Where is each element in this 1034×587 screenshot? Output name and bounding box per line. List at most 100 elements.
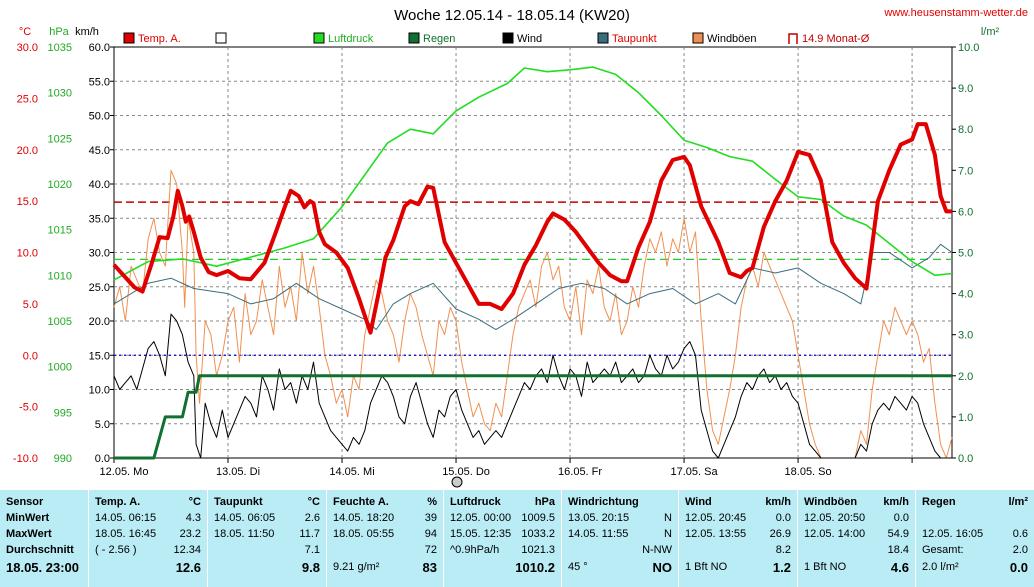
stats-cell: Durchschnitt xyxy=(6,544,74,556)
stats-cell: ( - 2.56 ) xyxy=(95,544,137,556)
stats-cell: 72 xyxy=(424,544,437,556)
series-line-taupunkt xyxy=(113,243,953,331)
tick-label: 20.0 xyxy=(89,316,110,328)
stats-cell: 4.3 xyxy=(185,512,201,524)
tick-label: -5.0 xyxy=(19,402,38,414)
stats-cell: 2.0 xyxy=(1012,544,1028,556)
pressure-unit-label: hPa xyxy=(49,26,69,38)
stats-cell: % xyxy=(427,496,437,508)
legend-item: Luftdruck xyxy=(313,32,374,45)
tick-label: 20.0 xyxy=(17,145,38,157)
stats-column: Windböen km/h 12.05. 20:50 0.0 12.05. 14:00 5… xyxy=(797,490,915,587)
series-group xyxy=(112,66,953,460)
tick-label: 5.0 xyxy=(95,419,110,431)
stats-cell: km/h xyxy=(883,496,909,508)
tick-label: 9.0 xyxy=(958,83,973,95)
legend-swatch xyxy=(215,32,227,44)
stats-cell: 1033.2 xyxy=(521,528,555,540)
stats-column: Windrichtung 13.05. 20:15 N 14.05. 11:55 N N-… xyxy=(561,490,678,587)
legend-label: Windböen xyxy=(707,33,757,45)
tick-label: 0.0 xyxy=(95,453,110,465)
tick-label: 13.05. Di xyxy=(216,466,260,478)
tick-label: 16.05. Fr xyxy=(558,466,602,478)
stats-cell: hPa xyxy=(534,496,555,508)
stats-cell: Luftdruck xyxy=(450,496,501,508)
stats-cell: °C xyxy=(188,496,201,508)
tick-label: 25.0 xyxy=(89,282,110,294)
stats-cell: 26.9 xyxy=(769,528,791,540)
stats-cell: 12.05. 20:50 xyxy=(804,512,866,524)
tick-label: 10.0 xyxy=(958,42,979,54)
stats-column: Taupunkt °C 14.05. 06:05 2.6 18.05. 11:50 11.… xyxy=(207,490,326,587)
tick-label: 55.0 xyxy=(89,76,110,88)
legend-item xyxy=(215,32,227,44)
website-label[interactable]: www.heusenstamm-wetter.de xyxy=(883,7,1028,19)
tick-label: 30.0 xyxy=(89,248,110,260)
stats-cell: 9.21 g/m² xyxy=(333,561,380,573)
stats-column: Feuchte A.% 14.05. 18:20 39 18.05. 05:55 94 7… xyxy=(326,490,443,587)
stats-cell: 12.6 xyxy=(175,560,201,575)
stats-cell: NO xyxy=(652,560,673,575)
tick-label: 8.0 xyxy=(958,124,973,136)
stats-cell: 45 ° xyxy=(568,561,588,573)
legend-swatch xyxy=(408,32,420,44)
stats-cell: 54.9 xyxy=(887,528,909,540)
stats-cell: 9.8 xyxy=(301,560,320,575)
stats-column: Wind km/h 12.05. 20:45 0.0 12.05. 13:55 26.9 8… xyxy=(678,490,797,587)
legend-label: Wind xyxy=(517,33,542,45)
tick-label: 18.05. So xyxy=(785,466,832,478)
legend-item: 14.9 Monat-Ø xyxy=(788,33,870,45)
stats-cell: 14.05. 18:20 xyxy=(333,512,395,524)
chart-title: Woche 12.05.14 - 18.05.14 (KW20) xyxy=(394,7,630,24)
stats-cell: 94 xyxy=(424,528,437,540)
stats-cell: 12.05. 14:00 xyxy=(804,528,866,540)
stats-cell: 18.05. 05:55 xyxy=(333,528,395,540)
series-line-wind xyxy=(113,313,952,459)
chart-legend: Temp. A. Luftdruck Regen Wind Taupunkt Windbö… xyxy=(123,32,870,45)
stats-cell: 18.05. 23:00 xyxy=(6,560,80,575)
stats-cell: l/m² xyxy=(1008,496,1028,508)
stats-column: Regen l/m² 12.05. 16:05 0.6 Gesamt: 2.0 2.0 l/… xyxy=(915,490,1034,587)
legend-label: Taupunkt xyxy=(612,33,657,45)
stats-cell: Windböen xyxy=(804,496,858,508)
scroll-handle-icon[interactable] xyxy=(451,476,463,488)
series-line-luftdruck xyxy=(113,66,953,281)
stats-column: Temp. A. °C 14.05. 06:15 4.3 18.05. 16:45 23.… xyxy=(88,490,207,587)
tick-label: 7.0 xyxy=(958,165,973,177)
tick-label: 3.0 xyxy=(958,330,973,342)
stats-cell: Temp. A. xyxy=(95,496,141,508)
tick-label: 6.0 xyxy=(958,206,973,218)
stats-cell: 12.05. 13:55 xyxy=(685,528,747,540)
tick-label: 1000 xyxy=(48,362,72,374)
legend-item: Windböen xyxy=(692,32,757,45)
stats-cell: km/h xyxy=(765,496,791,508)
tick-label: 1.0 xyxy=(958,412,973,424)
stats-cell: 12.05. 00:00 xyxy=(450,512,512,524)
tick-label: 17.05. Sa xyxy=(671,466,719,478)
legend-item: Regen xyxy=(408,32,455,45)
wind-unit-label: km/h xyxy=(75,26,99,38)
stats-cell: ^0.9hPa/h xyxy=(450,544,500,556)
stats-cell: MaxWert xyxy=(6,528,52,540)
stats-cell: N xyxy=(664,528,672,540)
stats-cell: Windrichtung xyxy=(568,496,639,508)
legend-label: Luftdruck xyxy=(328,33,374,45)
legend-swatch xyxy=(313,32,325,44)
legend-label: 14.9 Monat-Ø xyxy=(802,33,870,45)
tick-label: 25.0 xyxy=(17,93,38,105)
tick-label: 30.0 xyxy=(17,42,38,54)
stats-cell: 2.6 xyxy=(304,512,320,524)
stats-cell: 12.05. 16:05 xyxy=(922,528,984,540)
tick-label: -10.0 xyxy=(13,453,38,465)
stats-cell: Taupunkt xyxy=(214,496,263,508)
legend-swatch xyxy=(597,32,609,44)
tick-label: 1035 xyxy=(48,42,72,54)
stats-cell: 1.2 xyxy=(772,560,791,575)
tick-label: 12.05. Mo xyxy=(100,466,149,478)
tick-label: 14.05. Mi xyxy=(329,466,374,478)
stats-column: Luftdruck hPa 12.05. 00:00 1009.5 15.05. 12:… xyxy=(443,490,561,587)
tick-label: 1015 xyxy=(48,225,72,237)
stats-cell: 18.05. 11:50 xyxy=(214,528,275,540)
tick-label: 5.0 xyxy=(23,299,38,311)
legend-swatch xyxy=(502,32,514,44)
